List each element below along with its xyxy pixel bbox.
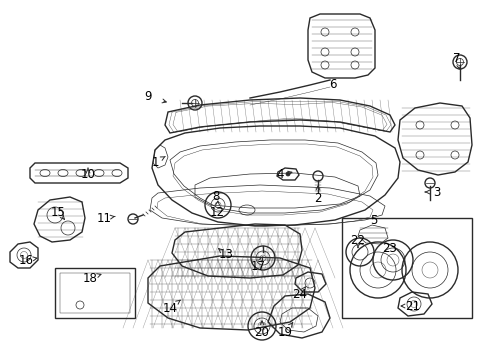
Text: 11: 11 xyxy=(96,211,111,225)
Text: 7: 7 xyxy=(452,51,460,64)
Text: 10: 10 xyxy=(81,168,95,181)
Text: 1: 1 xyxy=(151,156,159,168)
Text: 4: 4 xyxy=(276,168,283,181)
Text: 20: 20 xyxy=(254,325,269,338)
Text: 8: 8 xyxy=(212,189,219,202)
Text: 16: 16 xyxy=(19,253,34,266)
Text: 17: 17 xyxy=(250,260,265,273)
Text: 13: 13 xyxy=(218,248,233,261)
Text: 18: 18 xyxy=(82,271,97,284)
Text: 2: 2 xyxy=(314,192,321,204)
Text: 21: 21 xyxy=(405,300,420,312)
Bar xyxy=(341,218,471,318)
Bar xyxy=(60,273,130,313)
Text: 22: 22 xyxy=(350,234,365,247)
Text: 14: 14 xyxy=(162,302,177,315)
Text: 24: 24 xyxy=(292,288,307,302)
Text: 12: 12 xyxy=(209,206,224,219)
Text: 23: 23 xyxy=(382,242,397,255)
Bar xyxy=(55,268,135,318)
Circle shape xyxy=(285,172,289,176)
Text: 19: 19 xyxy=(277,325,292,338)
Text: 9: 9 xyxy=(144,90,151,104)
Text: 15: 15 xyxy=(50,206,65,219)
Text: 3: 3 xyxy=(432,185,440,198)
Text: 6: 6 xyxy=(328,77,336,90)
Text: 5: 5 xyxy=(369,213,377,226)
